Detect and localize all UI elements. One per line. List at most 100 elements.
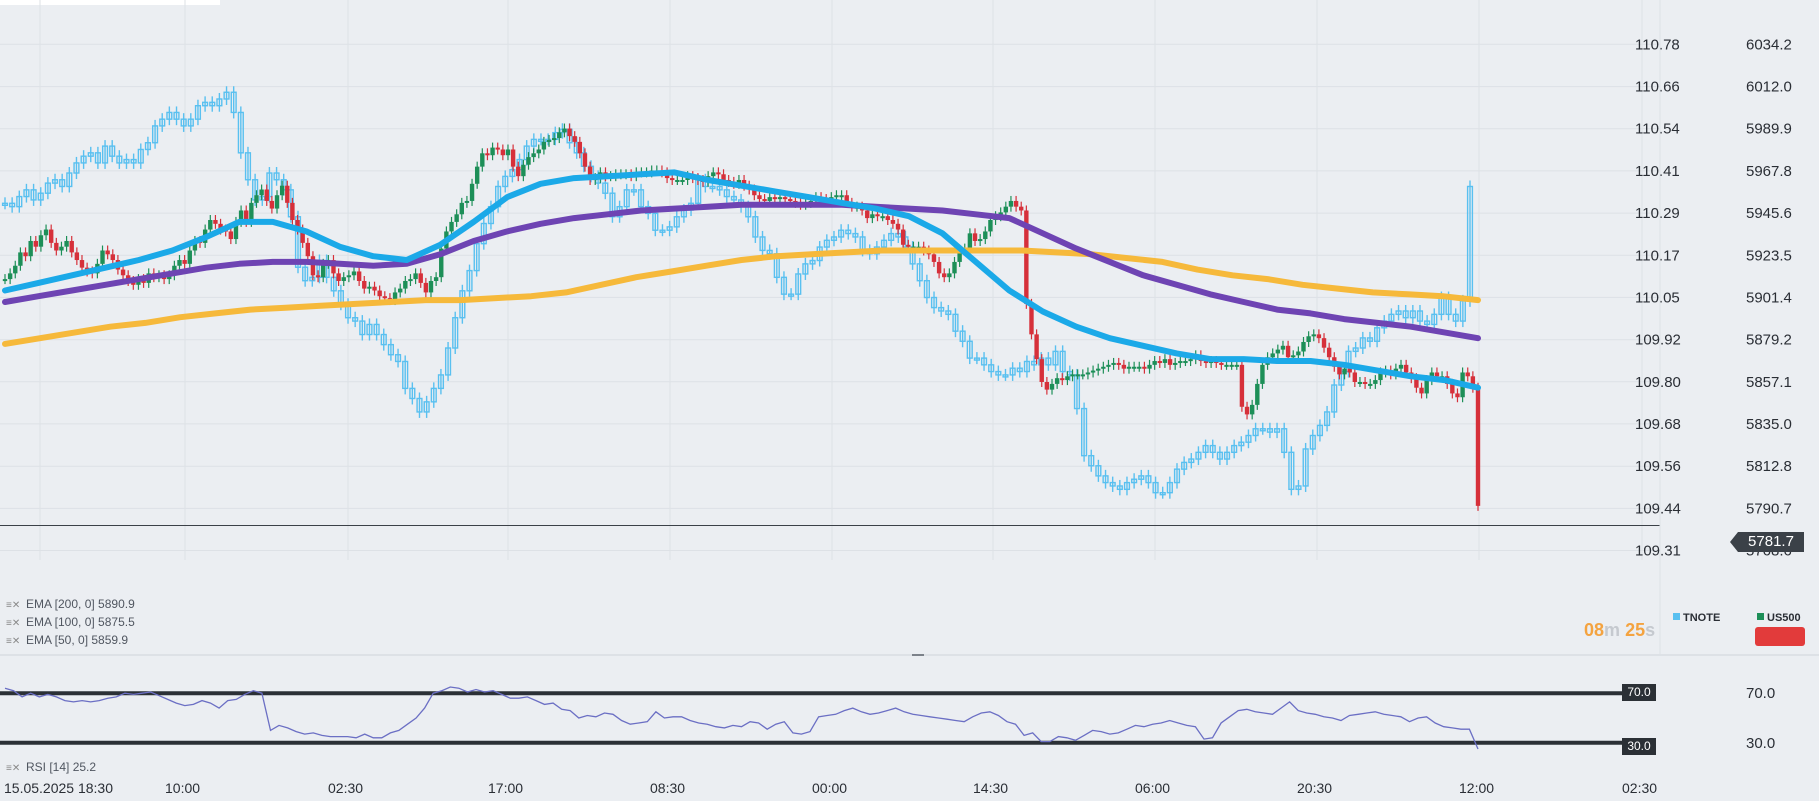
- us500-candle: [1450, 383, 1455, 394]
- us500-candle: [351, 271, 357, 276]
- us500-candle: [1475, 387, 1481, 506]
- right-axis-tick: 5835.0: [1746, 416, 1792, 433]
- us500-candle: [1362, 381, 1368, 384]
- tnote-candle: [309, 276, 316, 282]
- us500-candle: [7, 273, 13, 280]
- tnote-candle: [1088, 454, 1095, 467]
- tnote-candle: [659, 229, 666, 233]
- us500-candle: [721, 174, 726, 180]
- us500-candle: [1342, 368, 1347, 375]
- us500-candle: [177, 260, 182, 266]
- rsi-line: [4, 686, 1479, 750]
- tnote-candle: [244, 152, 252, 181]
- us500-candle: [1157, 361, 1162, 364]
- tnote-candle: [352, 317, 359, 322]
- tnote-candle: [466, 269, 473, 292]
- us500-candle: [762, 199, 767, 202]
- us500-candle: [1357, 381, 1363, 384]
- tnote-candle: [1173, 468, 1181, 484]
- us500-candle: [1070, 374, 1075, 377]
- tnote-candle: [366, 323, 373, 336]
- us500-candle: [777, 197, 783, 200]
- tnote-candle: [1231, 444, 1238, 454]
- ema-line-2: [2, 247, 1481, 347]
- us500-candle: [988, 220, 993, 232]
- tnote-candle: [630, 189, 637, 193]
- us500-candle: [480, 153, 485, 167]
- indicator-settings-icon[interactable]: ≡✕: [6, 763, 21, 774]
- tnote-candle: [144, 142, 152, 151]
- us500-candle: [757, 195, 762, 200]
- us500-candle: [983, 231, 988, 240]
- us500-candle: [767, 197, 772, 201]
- tnote-candle: [223, 91, 230, 100]
- last-price-label: 5781.7: [1730, 532, 1804, 552]
- tnote-candle: [759, 236, 766, 252]
- tnote-candle: [459, 290, 466, 319]
- tag-us500[interactable]: US500: [1757, 612, 1801, 624]
- us500-candle: [500, 149, 506, 156]
- legend-ema100[interactable]: ≡✕ EMA [100, 0] 5875.5: [6, 615, 135, 629]
- us500-candle: [59, 246, 64, 251]
- us500-candle: [377, 290, 382, 297]
- us500-candle: [238, 210, 244, 222]
- left-axis-tick: 110.29: [1635, 205, 1680, 222]
- legend-rsi[interactable]: ≡✕ RSI [14] 25.2: [6, 760, 97, 774]
- us500-candle: [1054, 378, 1060, 384]
- tnote-candle: [1388, 313, 1395, 322]
- tnote-candle: [94, 152, 102, 164]
- us500-candle: [1013, 200, 1019, 207]
- right-axis-tick: 5901.4: [1746, 289, 1792, 306]
- us500-candle: [1039, 359, 1044, 382]
- tnote-candle: [1395, 310, 1402, 316]
- us500-candle: [397, 288, 403, 293]
- us500-candle: [341, 277, 346, 281]
- indicator-settings-icon[interactable]: ≡✕: [6, 618, 21, 629]
- x-axis-tick: 02:30: [1622, 780, 1657, 796]
- sell-button[interactable]: [1755, 627, 1805, 646]
- us500-candle: [1126, 366, 1132, 369]
- right-axis-tick: 6034.2: [1746, 36, 1792, 53]
- us500-candle: [1075, 374, 1080, 377]
- us500-candle: [834, 195, 839, 198]
- us500-candle: [1142, 366, 1147, 369]
- x-axis-tick: 20:30: [1297, 780, 1332, 796]
- tnote-candle: [995, 370, 1002, 376]
- ema-lines: [2, 169, 1481, 391]
- x-axis-tick: 17:00: [488, 780, 523, 796]
- tnote-candle: [151, 125, 159, 144]
- tnote-candle: [452, 317, 459, 349]
- us500-candle: [1291, 355, 1296, 358]
- tnote-candle: [1431, 313, 1438, 326]
- us500-candle: [711, 172, 716, 177]
- tag-tnote[interactable]: TNOTE: [1673, 612, 1720, 624]
- us500-candle: [48, 229, 54, 243]
- indicator-settings-icon[interactable]: ≡✕: [6, 600, 21, 611]
- us500-candle: [423, 282, 429, 293]
- tnote-candle: [802, 263, 809, 275]
- us500-candle: [977, 239, 983, 242]
- us500-candle: [1085, 372, 1091, 375]
- tnote-candle: [723, 189, 730, 198]
- right-axis-tick: 6012.0: [1746, 79, 1792, 96]
- tnote-candle: [66, 172, 73, 188]
- us500-candle: [233, 221, 239, 240]
- us500-candle: [1024, 210, 1029, 304]
- us500-candle: [485, 153, 490, 156]
- us500-candle: [1080, 374, 1086, 377]
- us500-candle: [182, 260, 187, 264]
- us500-candle: [285, 185, 290, 203]
- tnote-candle: [59, 179, 66, 188]
- us500-candle: [1368, 383, 1373, 386]
- legend-ema50[interactable]: ≡✕ EMA [50, 0] 5859.9: [6, 633, 129, 647]
- us500-candle: [1167, 359, 1173, 365]
- us500-candle: [249, 202, 254, 222]
- us500-candle: [505, 149, 511, 156]
- us500-candle: [392, 292, 398, 301]
- legend-ema200[interactable]: ≡✕ EMA [200, 0] 5890.9: [6, 597, 135, 611]
- us500-candle: [1316, 334, 1322, 339]
- indicator-settings-icon[interactable]: ≡✕: [6, 636, 21, 647]
- us500-candle: [43, 229, 49, 236]
- us500-candle: [1285, 345, 1291, 358]
